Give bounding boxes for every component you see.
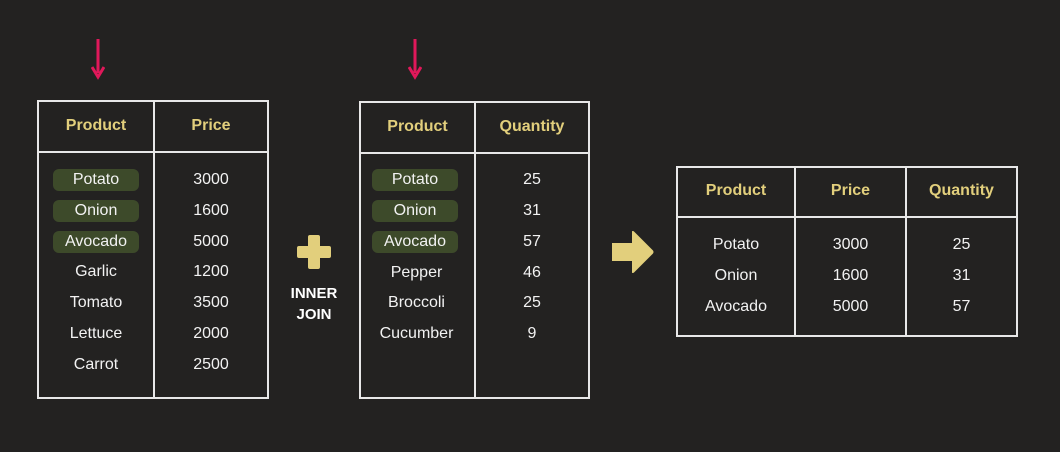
right-table-cell-quantity: 25 xyxy=(523,171,541,188)
result-table-header-price: Price xyxy=(830,182,871,199)
left-table-cell-price: 5000 xyxy=(193,233,229,250)
left-table-cell-price: 3000 xyxy=(193,171,229,188)
left-table-cell-price: 1200 xyxy=(193,263,229,280)
left-table-cell-product: Avocado xyxy=(53,231,139,253)
right-key-arrow-down-icon xyxy=(408,39,422,80)
left-key-arrow-down-icon xyxy=(91,39,105,80)
right-table-cell-quantity: 46 xyxy=(523,264,541,281)
result-table-column-divider xyxy=(794,168,796,335)
left-table-cell-price: 2500 xyxy=(193,356,229,373)
left-table-header-price: Price xyxy=(191,117,231,134)
result-table-cell-product: Onion xyxy=(714,267,758,284)
left-table-cell-price: 2000 xyxy=(193,325,229,342)
right-table-cell-quantity: 25 xyxy=(523,294,541,311)
inner-join-label-line1: INNER xyxy=(290,285,338,302)
left-table-cell-product: Lettuce xyxy=(69,325,123,342)
result-table-column-divider xyxy=(905,168,907,335)
left-table-cell-product: Tomato xyxy=(69,294,123,311)
left-table: Product Price Potato 3000 Onion 1600 Avo… xyxy=(37,100,269,399)
right-table-cell-product: Avocado xyxy=(372,231,458,253)
right-table-header-quantity: Quantity xyxy=(499,118,565,135)
result-table-cell-quantity: 57 xyxy=(952,298,971,315)
right-table-cell-product: Potato xyxy=(372,169,458,191)
right-table-cell-quantity: 9 xyxy=(527,325,537,342)
right-table: Product Quantity Potato 25 Onion 31 Avoc… xyxy=(359,101,590,399)
result-table-header-product: Product xyxy=(705,182,767,199)
inner-join-label-line2: JOIN xyxy=(296,306,332,323)
left-table-cell-product: Onion xyxy=(53,200,139,222)
result-table-cell-quantity: 31 xyxy=(952,267,971,284)
left-table-cell-product: Potato xyxy=(53,169,139,191)
left-table-cell-price: 1600 xyxy=(193,202,229,219)
right-table-column-divider xyxy=(474,103,476,397)
inner-join-label: INNER JOIN xyxy=(272,283,356,325)
result-table-cell-quantity: 25 xyxy=(952,236,971,253)
result-table: Product Price Quantity Potato 3000 25 On… xyxy=(676,166,1018,337)
left-table-column-divider xyxy=(153,102,155,397)
left-table-cell-product: Carrot xyxy=(73,356,119,373)
right-table-header-product: Product xyxy=(387,118,448,135)
result-table-cell-product: Avocado xyxy=(705,298,767,315)
result-table-header-divider xyxy=(678,216,1016,218)
left-table-cell-price: 3500 xyxy=(193,294,229,311)
result-table-header-quantity: Quantity xyxy=(929,182,994,199)
right-table-cell-product: Onion xyxy=(372,200,458,222)
result-table-cell-price: 5000 xyxy=(832,298,869,315)
result-table-cell-price: 1600 xyxy=(832,267,869,284)
right-table-cell-product: Broccoli xyxy=(388,294,445,311)
left-table-cell-product: Garlic xyxy=(75,263,117,280)
right-table-cell-quantity: 57 xyxy=(523,233,541,250)
left-table-header-product: Product xyxy=(65,117,127,134)
right-table-header-divider xyxy=(361,152,588,154)
right-table-cell-quantity: 31 xyxy=(523,202,541,219)
result-table-cell-product: Potato xyxy=(712,236,760,253)
right-table-cell-product: Pepper xyxy=(390,264,443,281)
result-table-cell-price: 3000 xyxy=(832,236,869,253)
arrow-right-icon xyxy=(612,231,654,273)
right-table-cell-product: Cucumber xyxy=(379,325,454,342)
plus-icon xyxy=(297,235,331,269)
left-table-header-divider xyxy=(39,151,267,153)
